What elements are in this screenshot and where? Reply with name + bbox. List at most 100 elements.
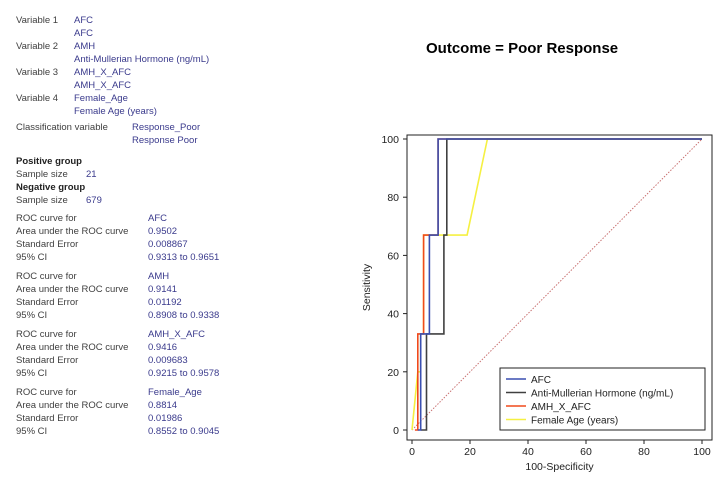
roc-curve-for-2-label: ROC curve for	[16, 271, 77, 282]
roc-auc-1-value: 0.9502	[148, 226, 178, 237]
variable-1-desc: AFC	[16, 27, 346, 40]
x-tick-label: 20	[464, 446, 476, 458]
variable-4-desc-value: Female Age (years)	[74, 106, 157, 117]
classification-variable-label: Classification variable	[16, 122, 108, 133]
roc-ci-1: 95% CI 0.9313 to 0.9651	[16, 251, 346, 264]
roc-se-1-value: 0.008867	[148, 239, 188, 250]
x-tick-label: 80	[638, 446, 650, 458]
classification-variable-desc: Response Poor	[16, 134, 346, 147]
roc-se-4: Standard Error 0.01986	[16, 412, 346, 425]
x-axis-label: 100-Specificity	[525, 461, 594, 473]
roc-ci-3-value: 0.9215 to 0.9578	[148, 368, 220, 379]
negative-sample-size: Sample size 679	[16, 194, 346, 207]
positive-sample-size: Sample size 21	[16, 168, 346, 181]
reference-diagonal-line	[411, 138, 703, 431]
roc-auc-1-label: Area under the ROC curve	[16, 226, 129, 237]
roc-ci-4-label: 95% CI	[16, 426, 48, 437]
legend-label-1: AFC	[531, 375, 551, 386]
variable-4-desc: Female Age (years)	[16, 105, 346, 118]
positive-group-title-label: Positive group	[16, 156, 82, 167]
roc-se-4-value: 0.01986	[148, 413, 183, 424]
roc-curve-for-4-label: ROC curve for	[16, 387, 77, 398]
roc-curve-for-1-label: ROC curve for	[16, 213, 77, 224]
roc-svg: 0 20 40 60 80 100 0 20 40 60 80 100 100-Specificity S…	[361, 134, 713, 473]
negative-sample-size-value: 679	[86, 195, 102, 206]
roc-auc-3-value: 0.9416	[148, 342, 178, 353]
roc-chart: 0 20 40 60 80 100 0 20 40 60 80 100 100-Specificity S…	[350, 120, 718, 485]
negative-sample-size-label: Sample size	[16, 195, 68, 206]
variable-3-desc-value: AMH_X_AFC	[74, 80, 132, 91]
roc-ci-3: 95% CI 0.9215 to 0.9578	[16, 367, 346, 380]
variable-1-desc-value: AFC	[74, 28, 93, 39]
variable-3-desc: AMH_X_AFC	[16, 79, 346, 92]
roc-auc-4-value: 0.8814	[148, 400, 178, 411]
roc-curve-for-2: ROC curve for AMH	[16, 270, 346, 283]
y-axis-label: Sensitivity	[361, 263, 373, 311]
roc-ci-3-label: 95% CI	[16, 368, 48, 379]
roc-auc-3-label: Area under the ROC curve	[16, 342, 129, 353]
classification-variable: Classification variable Response_Poor	[16, 121, 346, 134]
y-tick-label: 100	[381, 134, 399, 146]
roc-ci-2-value: 0.8908 to 0.9338	[148, 310, 220, 321]
y-tick-label: 20	[387, 367, 399, 379]
legend-label-2: Anti-Mullerian Hormone (ng/mL)	[531, 389, 673, 400]
roc-series-line-2	[420, 138, 702, 431]
y-tick-label: 0	[393, 425, 399, 437]
roc-auc-2-value: 0.9141	[148, 284, 178, 295]
roc-ci-2: 95% CI 0.8908 to 0.9338	[16, 309, 346, 322]
chart-title: Outcome = Poor Response	[426, 40, 619, 57]
variable-3-value: AMH_X_AFC	[74, 67, 132, 78]
roc-se-3-value: 0.009683	[148, 355, 188, 366]
y-tick-label: 60	[387, 250, 399, 262]
roc-curve-for-1: ROC curve for AFC	[16, 212, 346, 225]
variable-3-label: Variable 3	[16, 67, 59, 78]
classification-variable-value: Response_Poor	[132, 122, 201, 133]
classification-variable-desc-value: Response Poor	[132, 135, 198, 146]
roc-curve-for-3-label: ROC curve for	[16, 329, 77, 340]
y-tick-label: 80	[387, 192, 399, 204]
roc-curve-for-3-value: AMH_X_AFC	[148, 329, 206, 340]
negative-group-title: Negative group	[16, 181, 346, 194]
x-tick-label: 40	[522, 446, 534, 458]
x-tick-label: 0	[409, 446, 415, 458]
legend-label-4: Female Age (years)	[531, 416, 618, 427]
roc-curve-for-4: ROC curve for Female_Age	[16, 386, 346, 399]
roc-auc-1: Area under the ROC curve 0.9502	[16, 225, 346, 238]
variable-3: Variable 3 AMH_X_AFC	[16, 66, 346, 79]
roc-ci-1-label: 95% CI	[16, 252, 48, 263]
variable-1-label: Variable 1	[16, 15, 59, 26]
variable-2: Variable 2 AMH	[16, 40, 346, 53]
roc-series-line-1	[417, 138, 702, 431]
roc-ci-4: 95% CI 0.8552 to 0.9045	[16, 425, 346, 438]
roc-curve-for-2-value: AMH	[148, 271, 170, 282]
positive-group-title: Positive group	[16, 155, 346, 168]
roc-se-2: Standard Error 0.01192	[16, 296, 346, 309]
statistics-panel: Variable 1 AFC AFC Variable 2 AMH Anti-Muller…	[16, 14, 346, 438]
roc-se-1-label: Standard Error	[16, 239, 79, 250]
variable-2-desc-value: Anti-Mullerian Hormone (ng/mL)	[74, 54, 210, 65]
variable-2-desc: Anti-Mullerian Hormone (ng/mL)	[16, 53, 346, 66]
roc-se-3: Standard Error 0.009683	[16, 354, 346, 367]
x-tick-label: 100	[693, 446, 711, 458]
negative-group-title-label: Negative group	[16, 182, 86, 193]
y-tick-label: 40	[387, 309, 399, 321]
roc-ci-4-value: 0.8552 to 0.9045	[148, 426, 220, 437]
roc-se-2-value: 0.01192	[148, 297, 182, 308]
roc-curve-for-4-value: Female_Age	[148, 387, 202, 398]
variable-1-value: AFC	[74, 15, 93, 26]
roc-auc-2-label: Area under the ROC curve	[16, 284, 129, 295]
roc-se-4-label: Standard Error	[16, 413, 79, 424]
roc-auc-2: Area under the ROC curve 0.9141	[16, 283, 346, 296]
x-tick-label: 60	[580, 446, 592, 458]
positive-sample-size-value: 21	[86, 169, 97, 180]
variable-2-label: Variable 2	[16, 41, 59, 52]
roc-ci-1-value: 0.9313 to 0.9651	[148, 252, 220, 263]
legend-label-3: AMH_X_AFC	[531, 402, 591, 413]
variable-4-label: Variable 4	[16, 93, 59, 104]
variable-1: Variable 1 AFC	[16, 14, 346, 27]
roc-se-3-label: Standard Error	[16, 355, 79, 366]
variable-4: Variable 4 Female_Age	[16, 92, 346, 105]
variable-2-value: AMH	[74, 41, 96, 52]
roc-auc-4-label: Area under the ROC curve	[16, 400, 129, 411]
legend-box	[499, 367, 706, 431]
